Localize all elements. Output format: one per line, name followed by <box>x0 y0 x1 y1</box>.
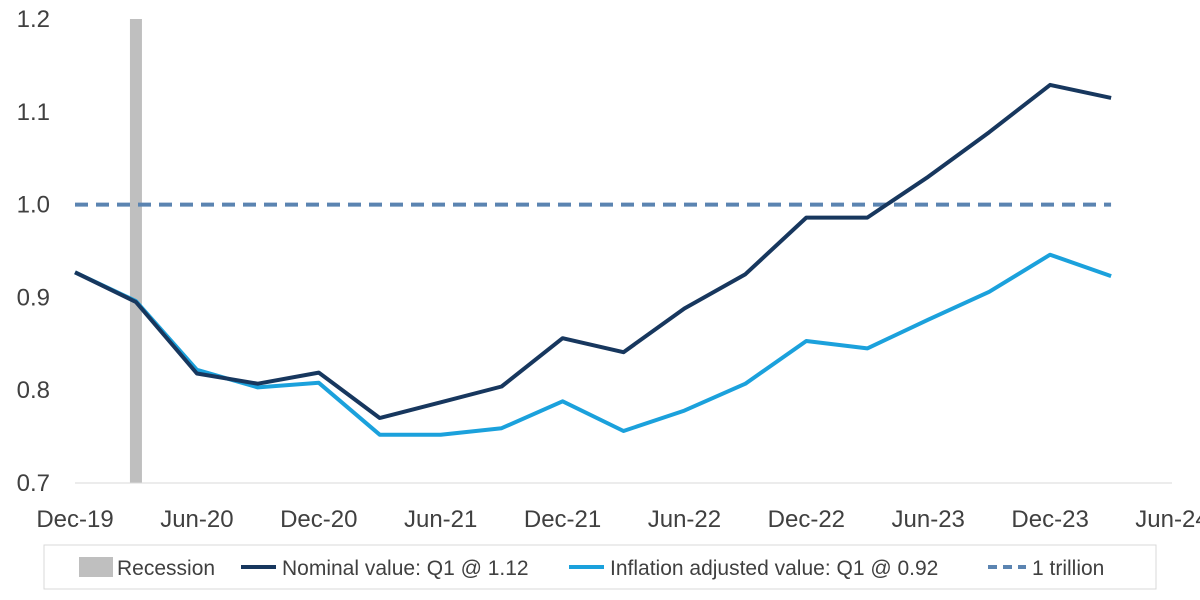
legend-label-inflation: Inflation adjusted value: Q1 @ 0.92 <box>610 557 938 580</box>
legend-label-reference: 1 trillion <box>1032 557 1104 580</box>
x-tick-label: Jun-21 <box>404 506 477 533</box>
x-tick-label: Dec-20 <box>280 506 357 533</box>
y-axis-ticks: 0.7 0.8 0.9 1.0 1.1 1.2 <box>17 6 50 497</box>
x-tick-label: Jun-22 <box>648 506 721 533</box>
y-tick-label: 0.8 <box>17 377 50 404</box>
recession-band-group <box>129 19 142 483</box>
x-axis-ticks: Dec-19 Jun-20 Dec-20 Jun-21 Dec-21 Jun-22 Dec-… <box>36 506 1200 533</box>
x-tick-label: Dec-19 <box>36 506 113 533</box>
series-line-inflation-adjusted <box>74 252 1112 437</box>
series-line-nominal <box>74 82 1112 420</box>
legend-label-nominal: Nominal value: Q1 @ 1.12 <box>282 557 529 580</box>
legend-label-recession: Recession <box>117 557 215 580</box>
x-tick-label: Jun-24 <box>1135 506 1200 533</box>
legend: Recession Nominal value: Q1 @ 1.12 Infla… <box>43 544 1157 590</box>
x-tick-label: Dec-21 <box>524 506 601 533</box>
recession-bar <box>129 19 142 483</box>
y-tick-label: 1.2 <box>17 6 50 33</box>
x-tick-label: Jun-23 <box>892 506 965 533</box>
y-tick-label: 0.9 <box>17 284 50 311</box>
y-tick-label: 1.0 <box>17 192 50 219</box>
y-tick-label: 0.7 <box>17 470 50 497</box>
x-tick-label: Jun-20 <box>160 506 233 533</box>
y-tick-label: 1.1 <box>17 99 50 126</box>
x-tick-label: Dec-22 <box>768 506 845 533</box>
x-tick-label: Dec-23 <box>1011 506 1088 533</box>
series-group <box>74 82 1112 437</box>
legend-swatch-recession <box>79 557 113 577</box>
